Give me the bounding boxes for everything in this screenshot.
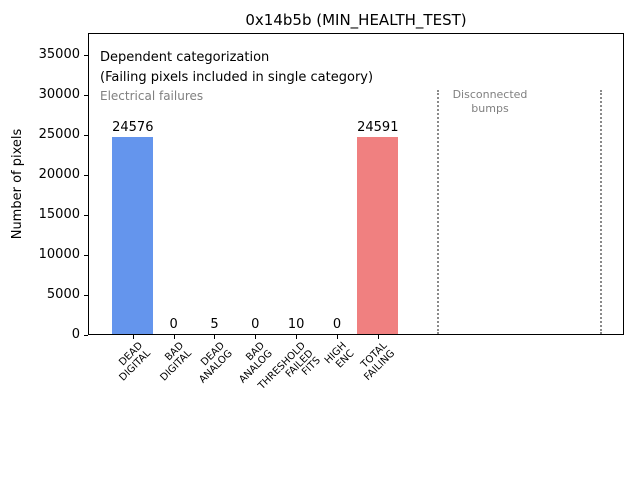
y-tick-mark: [84, 174, 88, 176]
x-tick-mark: [378, 335, 379, 339]
y-tick-label: 10000: [38, 246, 80, 262]
x-tick-mark: [133, 335, 134, 339]
y-tick-mark: [84, 254, 88, 256]
bar-value-label: 0: [169, 317, 178, 332]
bar-value-label: 10: [287, 317, 305, 332]
y-tick-mark: [84, 334, 88, 336]
disconnected-region-left-dotted-line: [437, 90, 439, 334]
annotation-disconnected-bumps: Disconnected bumps: [430, 88, 550, 116]
bar-value-label: 24576: [112, 120, 154, 135]
y-tick-mark: [84, 94, 88, 96]
bar: [112, 137, 154, 334]
chart-title: 0x14b5b (MIN_HEALTH_TEST): [245, 11, 467, 29]
y-tick-label: 0: [71, 326, 80, 342]
x-tick-label: BAD DIGITAL: [151, 340, 193, 383]
bar-value-label: 24591: [357, 120, 399, 135]
plot-area: Dependent categorization (Failing pixels…: [88, 33, 624, 335]
y-tick-label: 15000: [38, 206, 80, 222]
x-tick-mark: [296, 335, 297, 339]
disconnected-region-right-dotted-line: [600, 90, 602, 334]
x-tick-label: DEAD ANALOG: [190, 340, 235, 386]
y-tick-label: 20000: [38, 166, 80, 182]
y-tick-label: 30000: [38, 86, 80, 102]
y-tick-label: 35000: [38, 46, 80, 62]
annotation-dependent-categorization: Dependent categorization: [100, 50, 270, 65]
y-tick-mark: [84, 294, 88, 296]
bar: [357, 137, 399, 334]
x-tick-mark: [174, 335, 175, 339]
y-tick-mark: [84, 54, 88, 56]
x-tick-mark: [337, 335, 338, 339]
y-tick-mark: [84, 134, 88, 136]
y-tick-mark: [84, 214, 88, 216]
y-tick-label: 5000: [46, 286, 80, 302]
annotation-disconnected-line2: bumps: [471, 102, 509, 115]
y-tick-label: 25000: [38, 126, 80, 142]
x-tick-mark: [214, 335, 215, 339]
bar-value-label: 0: [251, 317, 260, 332]
bar-value-label: 5: [210, 317, 219, 332]
annotation-failing-pixels-note: (Failing pixels included in single categ…: [100, 70, 374, 85]
x-tick-label: HIGH ENC: [323, 340, 357, 374]
x-tick-label: DEAD DIGITAL: [110, 340, 152, 383]
annotation-disconnected-line1: Disconnected: [452, 88, 528, 101]
annotation-electrical-failures: Electrical failures: [100, 89, 204, 103]
x-tick-mark: [255, 335, 256, 339]
bar-value-label: 0: [332, 317, 342, 332]
x-tick-label: TOTAL FAILING: [356, 340, 398, 383]
